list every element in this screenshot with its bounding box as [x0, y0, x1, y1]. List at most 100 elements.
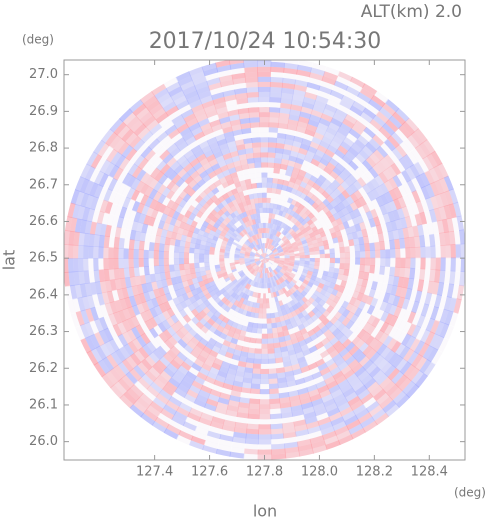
radar-cell: [259, 122, 270, 128]
radar-cell: [217, 284, 224, 291]
radar-cell: [277, 295, 282, 302]
radar-cell: [444, 190, 454, 206]
radar-cell: [264, 258, 268, 263]
radar-cell: [205, 241, 212, 247]
radar-cell: [244, 194, 250, 201]
radar-cell: [274, 243, 279, 248]
radar-cell: [348, 128, 361, 140]
radar-cell: [374, 174, 385, 187]
radar-cell: [274, 214, 279, 220]
radar-cell: [138, 292, 147, 304]
radar-cell: [185, 136, 197, 146]
radar-cell: [371, 316, 381, 328]
radar-cell: [360, 173, 371, 185]
radar-cell: [275, 219, 280, 226]
radar-cell: [319, 261, 325, 267]
radar-cell: [338, 171, 348, 182]
radar-cell: [244, 234, 249, 240]
radar-cell: [402, 309, 412, 322]
radar-cell: [231, 224, 238, 231]
radar-cell: [264, 255, 269, 259]
radar-cell: [376, 145, 388, 158]
radar-cell: [298, 360, 309, 369]
radar-cell: [335, 344, 346, 354]
radar-cell: [291, 278, 298, 285]
radar-cell: [174, 137, 186, 148]
radar-cell: [183, 252, 190, 259]
radar-cell: [211, 384, 223, 393]
radar-cell: [302, 269, 309, 274]
radar-cell: [342, 274, 349, 282]
radar-cell: [234, 254, 240, 257]
radar-cell: [259, 258, 265, 260]
radar-cell: [73, 271, 80, 286]
radar-cell: [279, 205, 286, 212]
radar-cell: [366, 348, 377, 360]
radar-cell: [425, 304, 435, 319]
radar-cell: [287, 160, 296, 168]
radar-cell: [374, 265, 381, 275]
radar-cell: [271, 246, 276, 252]
radar-cell: [236, 214, 242, 221]
radar-cell: [275, 188, 282, 195]
radar-cell: [220, 148, 231, 156]
radar-cell: [198, 417, 213, 426]
radar-cell: [196, 85, 210, 95]
radar-cell: [365, 210, 374, 221]
radar-cell: [182, 228, 189, 237]
radar-cell: [338, 434, 354, 445]
radar-cell: [278, 272, 283, 277]
radar-cell: [196, 210, 204, 219]
radar-cell: [276, 204, 282, 211]
radar-cell: [149, 327, 159, 339]
radar-cell: [245, 210, 251, 217]
radar-cell: [370, 327, 381, 339]
radar-cell: [373, 289, 381, 300]
radar-cell: [396, 172, 407, 185]
radar-cell: [301, 206, 309, 214]
radar-cell: [144, 149, 156, 162]
radar-cell: [153, 258, 159, 267]
radar-cell: [258, 96, 271, 103]
radar-cell: [392, 295, 401, 307]
radar-cell: [278, 112, 290, 120]
radar-cell: [281, 421, 295, 429]
radar-cell: [251, 307, 256, 313]
radar-cell: [212, 275, 219, 281]
radar-cell: [358, 236, 365, 245]
radar-cell: [162, 319, 171, 330]
radar-cell: [386, 337, 398, 350]
radar-cell: [220, 242, 227, 248]
radar-cell: [140, 146, 153, 159]
radar-cell: [451, 216, 460, 232]
radar-cell: [297, 323, 305, 331]
radar-cell: [140, 311, 150, 323]
radar-cell: [131, 285, 139, 297]
radar-cell: [143, 291, 151, 302]
radar-cell: [446, 283, 455, 298]
radar-cell: [98, 186, 108, 201]
radar-cell: [269, 245, 273, 250]
radar-cell: [78, 270, 85, 285]
radar-cell: [317, 384, 329, 394]
radar-cell: [224, 335, 233, 343]
radar-cell: [134, 230, 142, 242]
radar-cell: [241, 223, 247, 229]
radar-cell: [206, 237, 213, 244]
radar-cell: [380, 346, 392, 359]
radar-cell: [298, 305, 305, 313]
radar-cell: [92, 293, 100, 308]
radar-cell: [118, 258, 124, 269]
radar-cell: [252, 247, 258, 252]
radar-cell: [177, 338, 188, 349]
radar-cell: [385, 221, 393, 232]
radar-cell: [197, 291, 205, 299]
radar-cell: [335, 331, 345, 341]
radar-cell: [306, 317, 315, 325]
radar-cell: [129, 99, 144, 113]
radar-cell: [171, 174, 182, 184]
radar-cell: [209, 246, 216, 252]
radar-cell: [189, 247, 195, 254]
radar-cell: [303, 155, 314, 164]
radar-cell: [174, 245, 180, 253]
